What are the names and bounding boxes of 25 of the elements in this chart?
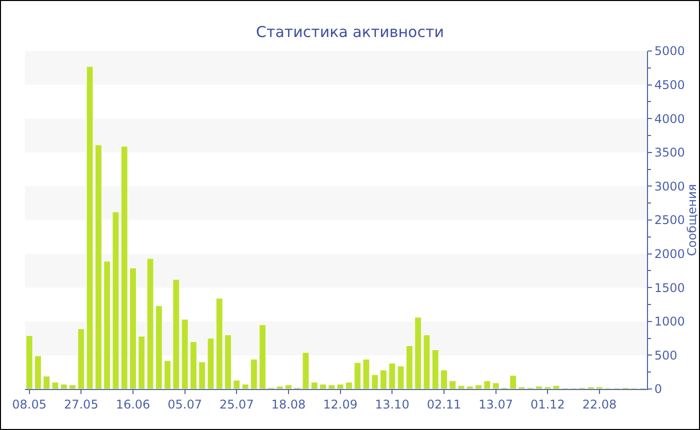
x-tick-label: 02.11	[426, 397, 462, 412]
x-tick-label: 22.08	[582, 397, 617, 412]
y-tick-label: 1000	[654, 314, 685, 329]
y-tick-label: 3500	[654, 146, 685, 160]
x-tick-label: 25.07	[219, 397, 254, 412]
y-tick-label: 5000	[654, 44, 685, 58]
x-tick-label: 27.05	[64, 397, 98, 412]
x-tick-label: 01.12	[530, 397, 565, 412]
y-tick-label: 500	[654, 348, 678, 362]
x-tick-label: 12.09	[323, 397, 358, 412]
chart-title: Статистика активности	[256, 23, 444, 42]
y-tick-label: 4500	[654, 78, 685, 92]
y-tick-label: 0	[654, 382, 662, 396]
y-tick-label: 2000	[654, 247, 685, 261]
y-tick-label: 3000	[654, 179, 685, 194]
x-tick-label: 05.07	[168, 397, 202, 412]
x-tick-label: 13.10	[374, 397, 410, 412]
x-tick-label: 13.07	[478, 397, 513, 412]
x-tick-label: 18.08	[271, 397, 306, 412]
x-tick-label: 08.05	[12, 397, 46, 412]
y-tick-label: 1500	[654, 280, 685, 295]
y-tick-label: 4000	[654, 112, 685, 126]
y-axis-title: Сообщения	[685, 184, 699, 256]
x-tick-label: 16.06	[116, 397, 150, 412]
y-tick-label: 2500	[654, 213, 685, 228]
